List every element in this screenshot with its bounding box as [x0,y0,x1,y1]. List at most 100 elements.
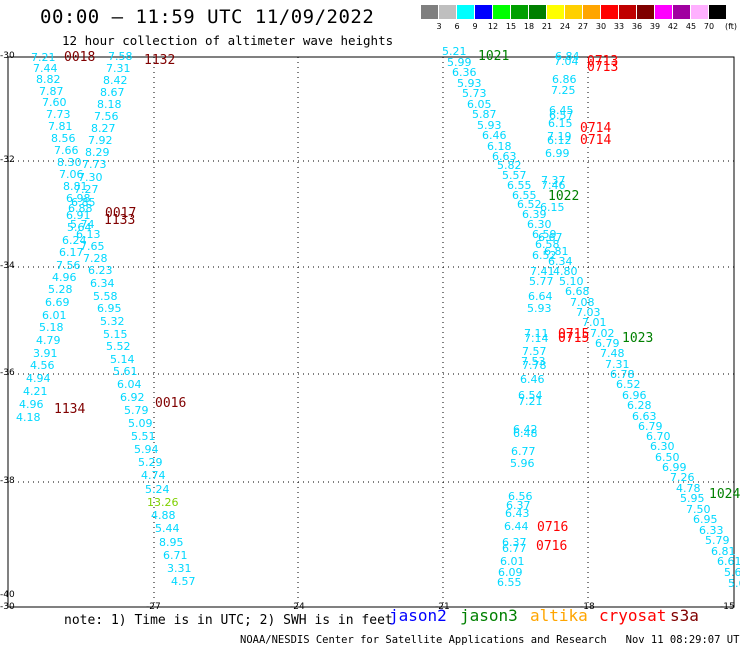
swh-value: 5.61 [113,365,138,378]
swh-value: 4.94 [26,372,51,385]
swh-value: 7.21 [31,51,56,64]
swh-value: 6.56 [508,490,533,503]
pass-time-label: 1023 [622,331,654,346]
swh-value: 6.09 [498,566,523,579]
swh-value: 6.61 [717,555,740,568]
pass-time-label: 1024 [709,487,740,502]
lon-tick-label: -18 [580,602,595,612]
swh-value: 7.03 [576,306,601,319]
swh-value: 6.55 [512,189,537,202]
swh-value: 7.92 [88,134,113,147]
swh-value: 7.04 [554,55,579,68]
swh-value: 6.88 [68,202,93,215]
swh-value: 7.81 [48,120,73,133]
swh-value: 5.77 [529,275,554,288]
swh-value: 4.88 [151,509,176,522]
pass-time-label: 0713 [587,60,619,75]
swh-value: 6.36 [452,66,477,79]
legend-swatch [547,5,564,19]
lat-lon-grid [8,57,734,607]
swh-value: 6.52 [532,249,557,262]
legend-swatch [601,5,618,19]
swh-value: 6.15 [548,117,573,130]
swh-value: 7.65 [80,240,105,253]
swh-value: 6.37 [502,536,527,549]
swh-value: 4.21 [23,385,48,398]
swh-value: 6.01 [500,555,525,568]
swh-value: 6.63 [492,150,517,163]
swh-value: 4.79 [36,334,61,347]
swh-value: 7.78 [522,359,547,372]
swh-value: 7.73 [46,108,71,121]
swh-value: 7.56 [94,110,119,123]
swh-value: 5.99 [447,56,472,69]
swh-value: 6.86 [552,73,577,86]
legend-swatch [673,5,690,19]
swh-value: 5.28 [48,283,73,296]
swh-value: 6.50 [655,451,680,464]
legend-label: 42 [667,22,679,31]
swh-value: 3.31 [167,562,192,575]
swh-value: 6.44 [504,520,529,533]
swh-value: 6.58 [535,238,560,251]
swh-value: 6.70 [646,430,671,443]
swh-value: 5.18 [39,321,64,334]
swh-value: 6.05 [467,98,492,111]
swh-value: 5.32 [100,315,125,328]
swh-value: 3.91 [33,347,58,360]
lat-tick-label: -40 [0,590,15,600]
swh-value: 6.99 [545,147,570,160]
legend-swatch [655,5,672,19]
swh-value: 6.13 [76,228,101,241]
legend-label: 3 [436,22,442,31]
swh-value: 6.67 [538,231,563,244]
swh-value: 6.96 [622,389,647,402]
legend-swatch [529,5,546,19]
legend-label: 12 [487,22,499,31]
swh-value: 7.53 [521,355,546,368]
swh-value: 5.14 [110,353,135,366]
lon-tick-label: -30 [0,602,15,612]
swh-value: 7.21 [518,395,543,408]
legend-label: 45 [685,22,697,31]
swh-value: 5.93 [457,77,482,90]
swh-value: 6.54 [518,389,543,402]
footer-note: note: 1) Time is in UTC; 2) SWH is in fe… [64,613,393,628]
swh-value: 8.18 [97,98,122,111]
swh-value: 7.08 [570,296,595,309]
legend-swatch [637,5,654,19]
swh-value: 5.24 [145,483,170,496]
credit-text: NOAA/NESDIS Center for Satellite Applica… [240,634,607,646]
swh-value: 7.19 [547,130,572,143]
swh-value: 6.69 [45,296,70,309]
legend-label: 27 [577,22,589,31]
swh-value: 6.12 [547,134,572,147]
swh-value: 5.44 [155,522,180,535]
swh-value: 5.96 [510,457,535,470]
swh-value: 7.11 [524,327,549,340]
swh-value: 8.30 [57,156,82,169]
legend-label: 24 [559,22,571,31]
swh-value: 6.37 [506,499,531,512]
swh-value: 5.15 [103,328,128,341]
swh-value: 7.31 [106,62,131,75]
swh-value: 7.06 [59,168,84,181]
legend-label: 9 [472,22,478,31]
satellite-legend-item: s3a [670,606,699,625]
swh-value: 6.95 [693,513,718,526]
swh-value: 4.18 [16,411,41,424]
legend-label: 39 [649,22,661,31]
pass-time-label: 1134 [54,402,86,417]
swh-value: 5.52 [106,340,131,353]
swh-value: 5.21 [442,45,467,58]
swh-value: 6.91 [66,209,91,222]
legend-swatch [475,5,492,19]
legend-swatch [493,5,510,19]
swh-value: 5.57 [502,169,527,182]
swh-value: 5.29 [138,456,163,469]
swh-value: 6.18 [487,140,512,153]
swh-value: 6.46 [520,373,545,386]
pass-time-label: 0714 [580,121,612,136]
swh-value: 6.30 [527,218,552,231]
swh-value: 5.79 [124,404,149,417]
